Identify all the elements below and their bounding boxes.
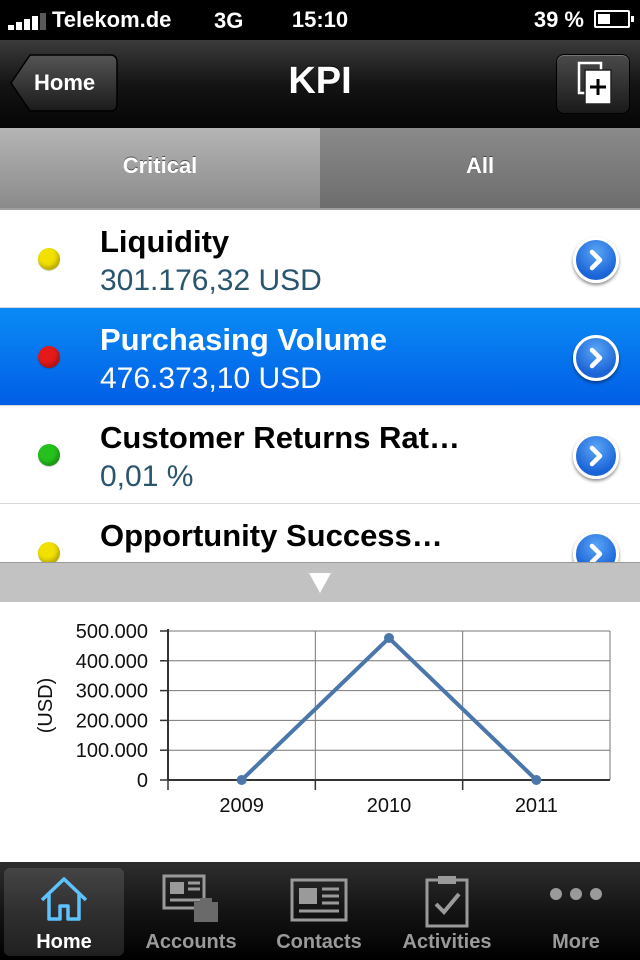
collapse-arrow-icon: [309, 573, 331, 593]
kpi-name: Liquidity: [100, 224, 230, 259]
navigation-bar: Home KPI: [0, 40, 640, 130]
carrier-name: Telekom.de: [52, 7, 172, 32]
series-line: [240, 636, 538, 782]
x-tick-label: 2011: [515, 795, 558, 817]
kpi-value: 476.373,10 USD: [100, 362, 322, 395]
tab-label: Home: [36, 931, 92, 953]
contacts-icon: [290, 878, 348, 922]
status-indicator-icon: [38, 248, 60, 270]
kpi-name: Customer Returns Rat…: [100, 420, 460, 455]
tab-label: Activities: [402, 931, 492, 953]
activities-icon: [425, 876, 469, 928]
battery-percent: 39 %: [533, 7, 584, 32]
line-chart: 0 100.000 200.000 300.000 400.000 500.000 2009…: [35, 621, 611, 817]
y-tick-label: 500.000: [76, 621, 148, 643]
tab-bar: Home Accounts Contacts Activities Mo: [0, 862, 640, 960]
back-button-label: Home: [34, 70, 96, 95]
page-title: KPI: [288, 60, 352, 102]
segment-critical[interactable]: Critical: [0, 128, 321, 208]
kpi-name: Opportunity Success…: [100, 518, 443, 553]
signal-icon: [8, 12, 48, 30]
kpi-trend-chart: 0 100.000 200.000 300.000 400.000 500.000 2009…: [0, 602, 640, 860]
kpi-filter-segmented-control: Critical All: [0, 128, 640, 212]
kpi-row-purchasing-volume[interactable]: Purchasing Volume 476.373,10 USD: [0, 308, 640, 406]
accounts-icon: [162, 874, 218, 922]
tab-home[interactable]: Home: [4, 868, 124, 956]
add-page-icon: [577, 61, 612, 105]
kpi-list: Liquidity 301.176,32 USD Purchasing Volu…: [0, 210, 640, 562]
y-tick-label: 200.000: [76, 710, 148, 732]
more-icon: [550, 888, 602, 900]
y-tick-label: 0: [137, 770, 148, 792]
status-indicator-icon: [38, 542, 60, 562]
y-axis-title: (USD): [35, 678, 57, 734]
kpi-row-liquidity[interactable]: Liquidity 301.176,32 USD: [0, 210, 640, 308]
data-point: [531, 775, 542, 785]
home-icon: [40, 877, 88, 921]
battery-icon: [594, 10, 634, 28]
disclosure-chevron-icon[interactable]: [573, 531, 619, 562]
disclosure-chevron-icon[interactable]: [573, 335, 619, 381]
y-tick-label: 300.000: [76, 681, 148, 703]
kpi-row-opportunity-success[interactable]: Opportunity Success…: [0, 504, 640, 562]
kpi-row-customer-returns[interactable]: Customer Returns Rat… 0,01 %: [0, 406, 640, 504]
y-tick-label: 100.000: [76, 740, 148, 762]
clock: 15:10: [291, 7, 349, 32]
status-indicator-icon: [38, 346, 60, 368]
chart-toggle-handle[interactable]: [0, 562, 640, 603]
tab-activities[interactable]: Activities: [387, 868, 507, 956]
add-kpi-button[interactable]: [556, 54, 630, 114]
disclosure-chevron-icon[interactable]: [573, 237, 619, 283]
tab-label: More: [552, 931, 600, 953]
x-tick-label: 2009: [219, 795, 264, 817]
data-point: [384, 633, 394, 644]
x-tick-label: 2010: [367, 795, 412, 817]
network-type: 3G: [214, 8, 244, 33]
data-point: [236, 775, 247, 785]
segment-all[interactable]: All: [320, 128, 640, 208]
tab-contacts[interactable]: Contacts: [259, 868, 379, 956]
tab-label: Accounts: [145, 931, 237, 953]
y-tick-label: 400.000: [76, 651, 148, 673]
kpi-name: Purchasing Volume: [100, 322, 388, 357]
kpi-value: 0,01 %: [100, 460, 194, 493]
tab-label: Contacts: [276, 931, 362, 953]
tab-accounts[interactable]: Accounts: [131, 868, 251, 956]
disclosure-chevron-icon[interactable]: [573, 433, 619, 479]
tab-more[interactable]: More: [516, 868, 636, 956]
status-indicator-icon: [38, 444, 60, 466]
kpi-value: 301.176,32 USD: [100, 264, 322, 297]
home-back-button[interactable]: Home: [10, 54, 118, 112]
status-bar: Telekom.de 3G 15:10 39 %: [0, 0, 640, 40]
